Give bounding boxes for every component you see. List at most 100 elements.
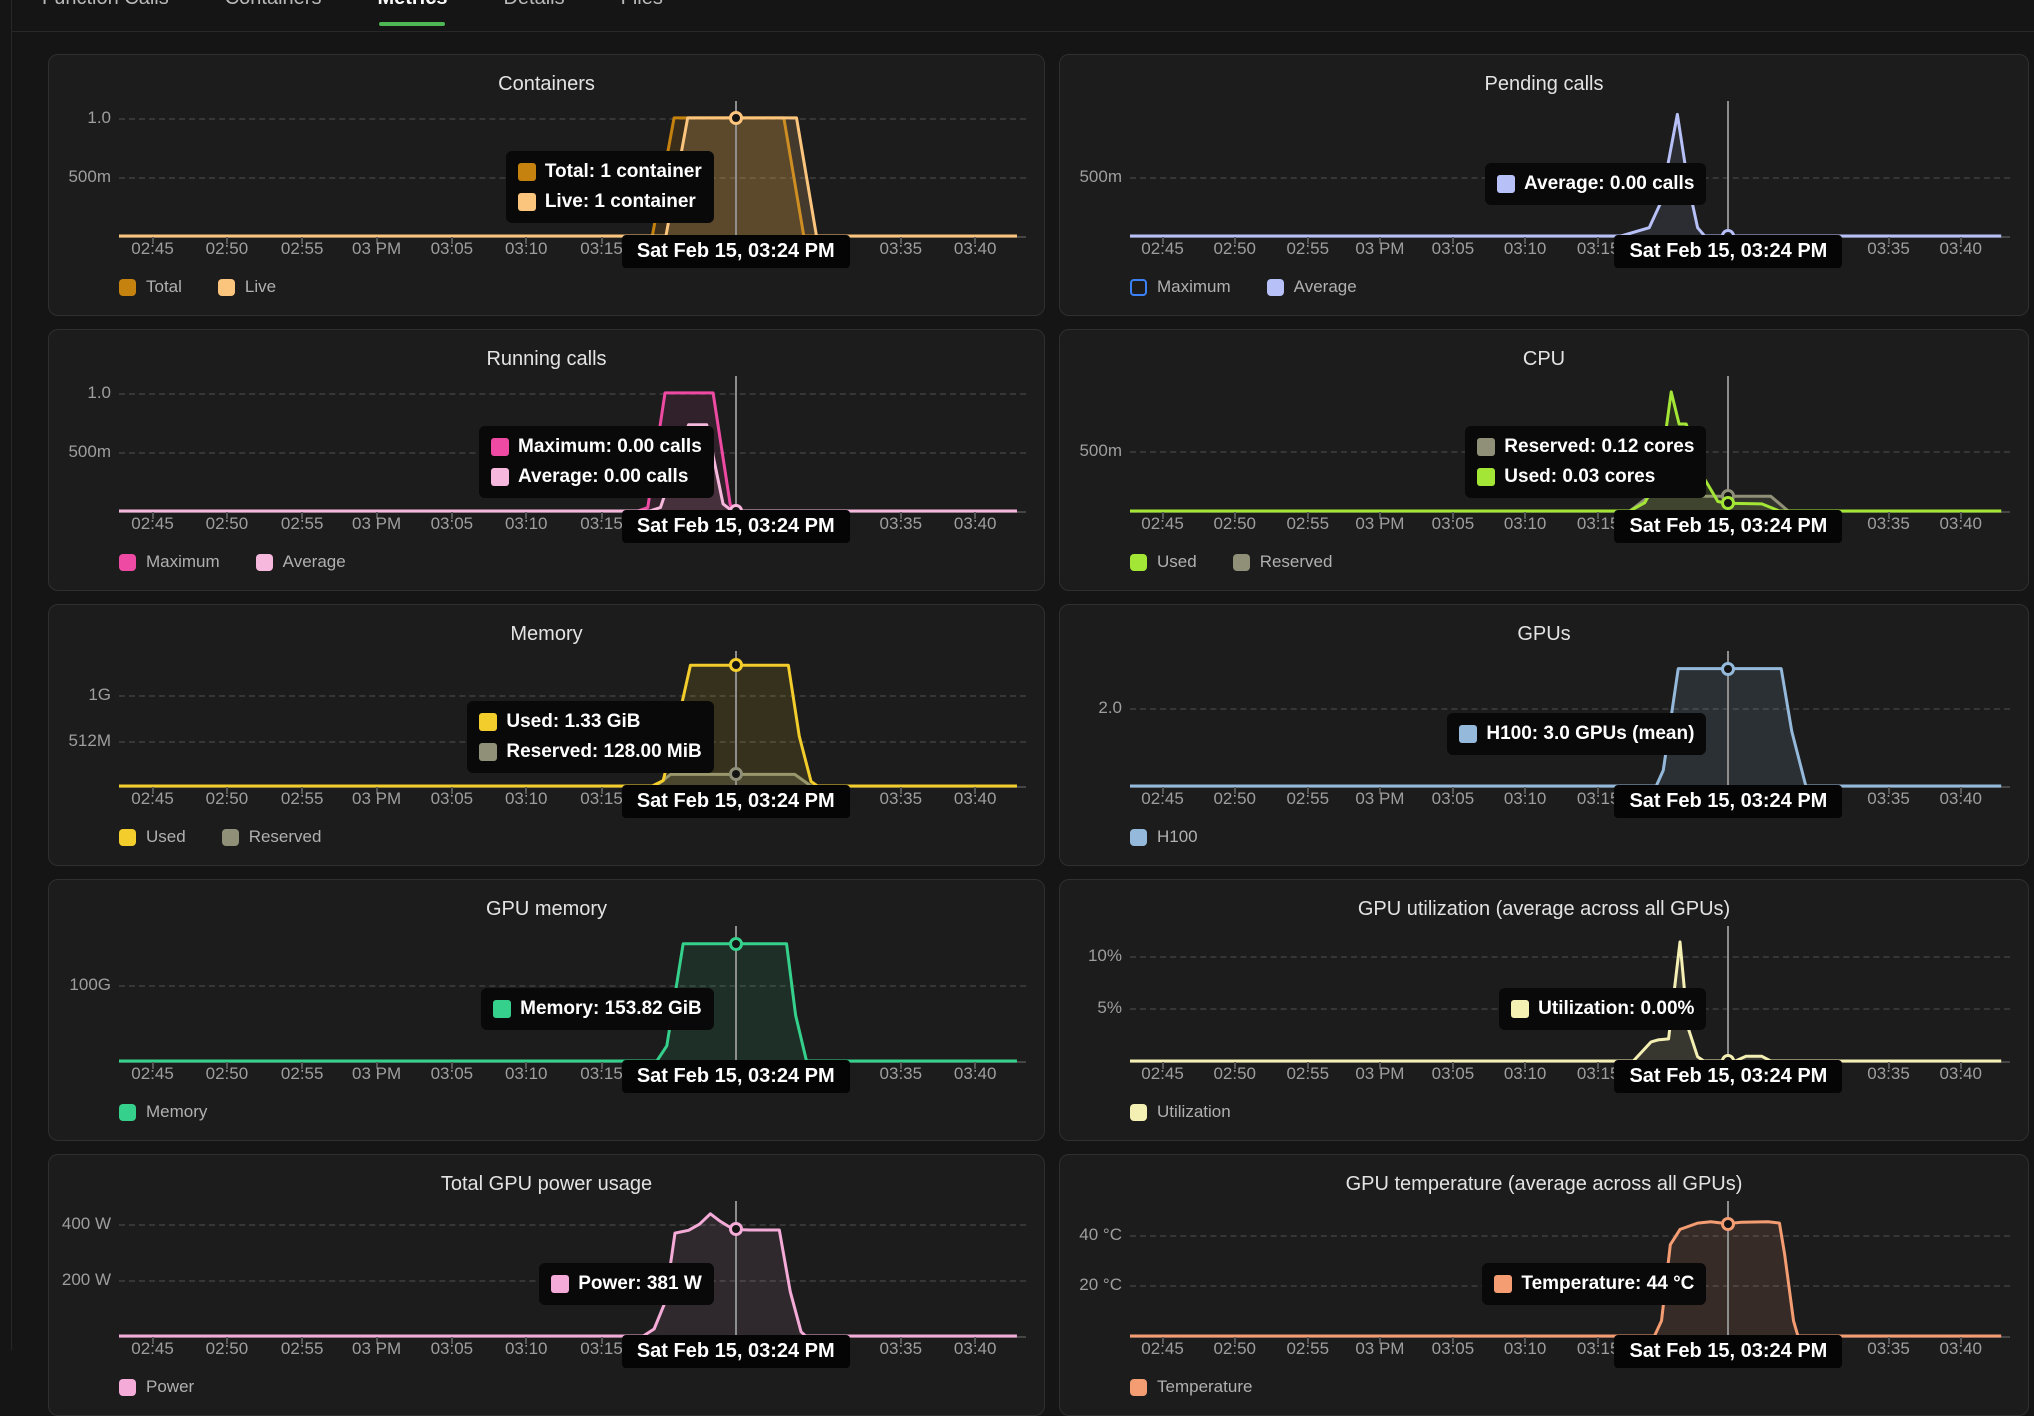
legend-item-total[interactable]: Total bbox=[119, 277, 182, 297]
tab-details[interactable]: Details bbox=[503, 0, 564, 31]
y-axis-label: 100G bbox=[69, 974, 111, 994]
legend-item-reserved[interactable]: Reserved bbox=[1232, 552, 1332, 572]
legend-item-average[interactable]: Average bbox=[255, 552, 346, 572]
x-axis-label: 03:35 bbox=[1867, 1064, 1910, 1083]
legend-item-average[interactable]: Average bbox=[1266, 277, 1357, 297]
legend-swatch bbox=[217, 278, 235, 296]
axis-tick bbox=[1887, 787, 1890, 794]
tooltip-swatch bbox=[491, 438, 509, 456]
x-axis-label: 02:50 bbox=[205, 789, 249, 808]
axis-tick bbox=[899, 1062, 902, 1069]
plot-area[interactable]: Used: 1.33 GiB Reserved: 128.00 MiB Sat Fe… bbox=[119, 649, 1026, 818]
tab-metrics[interactable]: Metrics bbox=[377, 0, 447, 31]
tab-label: Details bbox=[503, 0, 564, 10]
axis-tick bbox=[525, 237, 528, 244]
axis-tick bbox=[375, 1062, 378, 1069]
gridline bbox=[119, 984, 1026, 987]
legend-item-maximum[interactable]: Maximum bbox=[119, 552, 220, 572]
x-axis-label: 03:10 bbox=[504, 514, 548, 533]
axis-tick bbox=[525, 787, 528, 794]
legend-item-live[interactable]: Live bbox=[217, 277, 277, 297]
axis-tick bbox=[375, 512, 378, 519]
axis-tick bbox=[450, 512, 453, 519]
x-axis-label: 03:15 bbox=[580, 239, 623, 258]
tab-label: Function Calls bbox=[42, 0, 169, 10]
legend-label: Live bbox=[244, 277, 277, 296]
plot-area[interactable]: Temperature: 44 °C Sat Feb 15, 03:24 PM bbox=[1130, 1199, 2010, 1368]
plot-area[interactable]: Power: 381 W Sat Feb 15, 03:24 PM bbox=[119, 1199, 1026, 1368]
chart-panel-containers: Containers 1.0 500m Total: 1 container Live:… bbox=[48, 54, 1045, 316]
x-axis-label: 02:50 bbox=[205, 1339, 249, 1358]
x-axis-label: 03:40 bbox=[953, 789, 997, 808]
series-line-reserved bbox=[119, 774, 1017, 786]
tab-function-calls[interactable]: Function Calls bbox=[42, 0, 169, 31]
x-axis-label: 03:40 bbox=[953, 239, 997, 258]
tooltip: Temperature: 44 °C bbox=[1482, 1263, 1707, 1305]
tooltip-text: Reserved: 0.12 cores bbox=[1504, 436, 1695, 457]
legend-swatch bbox=[1130, 828, 1147, 846]
plot-area[interactable]: Utilization: 0.00% Sat Feb 15, 03:24 PM bbox=[1130, 924, 2010, 1093]
tooltip-row: Utilization: 0.00% bbox=[1511, 998, 1694, 1020]
legend-item-used[interactable]: Used bbox=[1130, 552, 1197, 572]
tab-files[interactable]: Files bbox=[621, 0, 663, 31]
axis-tick bbox=[225, 787, 228, 794]
x-axis-label: 03 PM bbox=[1355, 1064, 1405, 1083]
x-axis-label: 03:40 bbox=[953, 514, 997, 533]
gridline bbox=[119, 695, 1026, 698]
legend: Used Reserved bbox=[119, 827, 321, 847]
axis-tick bbox=[1161, 1337, 1164, 1344]
x-axis-label: 03 PM bbox=[1355, 789, 1405, 808]
x-axis-label: 03:40 bbox=[1939, 789, 1982, 808]
plot-area[interactable]: Maximum: 0.00 calls Average: 0.00 calls Sa… bbox=[119, 374, 1026, 543]
series-svg bbox=[1130, 99, 2010, 236]
y-axis-label: 40 °C bbox=[1079, 1224, 1122, 1244]
tooltip-row: H100: 3.0 GPUs (mean) bbox=[1459, 723, 1694, 745]
legend-item-used[interactable]: Used bbox=[119, 827, 186, 847]
plot-area[interactable]: Average: 0.00 calls Sat Feb 15, 03:24 PM bbox=[1130, 99, 2010, 268]
plot-area[interactable]: H100: 3.0 GPUs (mean) Sat Feb 15, 03:24 P… bbox=[1130, 649, 2010, 818]
axis-tick bbox=[1524, 512, 1527, 519]
legend-item-h100[interactable]: H100 bbox=[1130, 827, 1198, 847]
legend-item-utilization[interactable]: Utilization bbox=[1130, 1102, 1231, 1122]
x-axis-label: 03:05 bbox=[430, 1064, 474, 1083]
x-axis-label: 02:55 bbox=[280, 789, 324, 808]
series-line-utilization bbox=[1130, 942, 2001, 1061]
axis-tick bbox=[450, 1062, 453, 1069]
crosshair bbox=[1727, 376, 1730, 511]
axis-tick bbox=[151, 1337, 154, 1344]
time-tooltip: Sat Feb 15, 03:24 PM bbox=[1614, 1060, 1843, 1093]
legend-item-temperature[interactable]: Temperature bbox=[1130, 1377, 1252, 1397]
legend-item-memory[interactable]: Memory bbox=[119, 1102, 207, 1122]
crosshair bbox=[734, 101, 737, 236]
tab-containers[interactable]: Containers bbox=[225, 0, 322, 31]
plot-area[interactable]: Reserved: 0.12 cores Used: 0.03 cores Sat … bbox=[1130, 374, 2010, 543]
legend-item-power[interactable]: Power bbox=[119, 1377, 194, 1397]
tooltip-text: Temperature: 44 °C bbox=[1521, 1273, 1695, 1294]
tooltip-text: Live: 1 container bbox=[544, 191, 696, 212]
tooltip-text: Memory: 153.82 GiB bbox=[520, 998, 702, 1019]
plot-area[interactable]: Memory: 153.82 GiB Sat Feb 15, 03:24 PM bbox=[119, 924, 1026, 1093]
x-axis-label: 03 PM bbox=[352, 1064, 402, 1083]
tooltip: Utilization: 0.00% bbox=[1499, 988, 1707, 1030]
tooltip-swatch bbox=[493, 1000, 512, 1018]
axis-tick bbox=[1524, 1062, 1527, 1069]
legend: Maximum Average bbox=[1130, 277, 1357, 297]
legend-item-reserved[interactable]: Reserved bbox=[221, 827, 321, 847]
axis-tick bbox=[1887, 512, 1890, 519]
plot-area[interactable]: Total: 1 container Live: 1 container Sat F… bbox=[119, 99, 1026, 268]
x-axis-label: 03:40 bbox=[1939, 1064, 1982, 1083]
gridline bbox=[119, 1224, 1026, 1227]
axis-tick bbox=[450, 237, 453, 244]
legend-item-maximum[interactable]: Maximum bbox=[1130, 277, 1231, 297]
legend: H100 bbox=[1130, 827, 1198, 847]
axis-tick bbox=[600, 512, 603, 519]
x-axis-label: 03:10 bbox=[1503, 1339, 1547, 1358]
tooltip-row: Used: 0.03 cores bbox=[1477, 466, 1694, 488]
time-tooltip: Sat Feb 15, 03:24 PM bbox=[1614, 785, 1843, 818]
tooltip-swatch bbox=[479, 743, 498, 761]
legend-swatch bbox=[119, 1378, 136, 1396]
legend-swatch bbox=[1130, 278, 1147, 296]
axis-tick bbox=[301, 1062, 304, 1069]
series-svg bbox=[1130, 924, 2010, 1061]
